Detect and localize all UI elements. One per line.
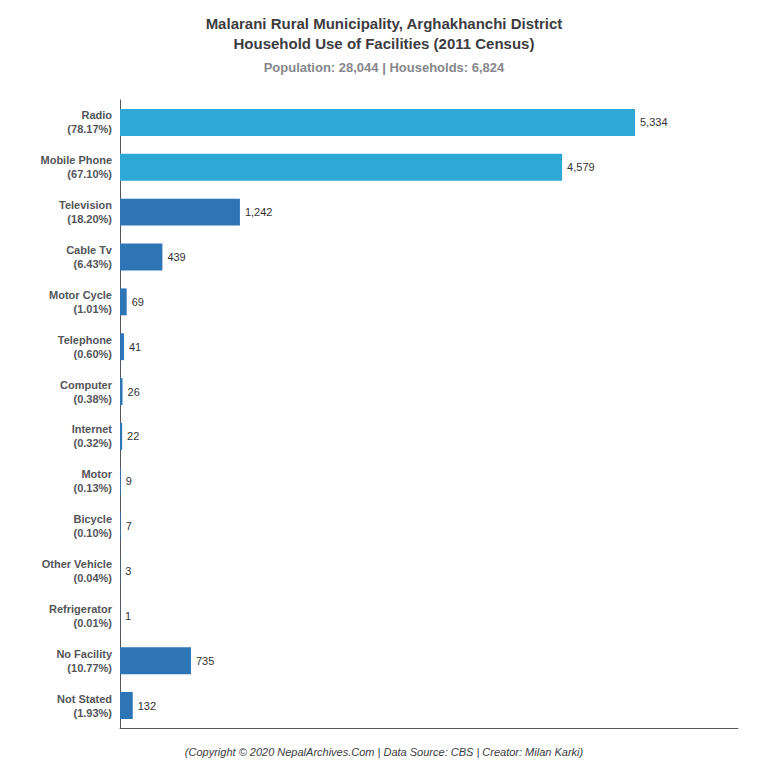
svg-text:Mobile Phone: Mobile Phone <box>41 154 113 166</box>
svg-text:(0.13%): (0.13%) <box>73 482 112 494</box>
svg-text:(0.60%): (0.60%) <box>73 348 112 360</box>
svg-text:9: 9 <box>126 475 132 487</box>
svg-text:Malarani Rural Municipality, A: Malarani Rural Municipality, Arghakhanch… <box>206 15 563 32</box>
svg-text:(0.32%): (0.32%) <box>73 437 112 449</box>
svg-text:(1.01%): (1.01%) <box>73 303 112 315</box>
svg-text:Telephone: Telephone <box>58 334 112 346</box>
svg-text:Television: Television <box>59 199 112 211</box>
svg-text:439: 439 <box>167 251 185 263</box>
svg-text:Motor Cycle: Motor Cycle <box>49 289 112 301</box>
svg-text:No Facility: No Facility <box>56 648 113 660</box>
svg-text:41: 41 <box>129 341 141 353</box>
svg-text:Other Vehicle: Other Vehicle <box>42 558 112 570</box>
svg-text:(Copyright © 2020 NepalArchive: (Copyright © 2020 NepalArchives.Com | Da… <box>185 746 584 758</box>
svg-text:Motor: Motor <box>81 468 112 480</box>
svg-text:735: 735 <box>196 655 214 667</box>
svg-text:Population: 28,044 | Household: Population: 28,044 | Households: 6,824 <box>264 60 505 75</box>
svg-text:Computer: Computer <box>60 379 113 391</box>
svg-text:3: 3 <box>125 565 131 577</box>
svg-text:1,242: 1,242 <box>245 206 273 218</box>
svg-text:(78.17%): (78.17%) <box>67 123 112 135</box>
svg-text:(18.20%): (18.20%) <box>67 213 112 225</box>
svg-text:(67.10%): (67.10%) <box>67 168 112 180</box>
svg-text:Bicycle: Bicycle <box>73 513 112 525</box>
svg-text:Internet: Internet <box>72 423 113 435</box>
svg-text:Household Use of Facilities (2: Household Use of Facilities (2011 Census… <box>234 35 535 52</box>
svg-text:(6.43%): (6.43%) <box>73 258 112 270</box>
svg-text:(0.04%): (0.04%) <box>73 572 112 584</box>
svg-text:1: 1 <box>125 610 131 622</box>
svg-text:(1.93%): (1.93%) <box>73 707 112 719</box>
svg-text:Not Stated: Not Stated <box>57 693 112 705</box>
svg-text:Cable Tv: Cable Tv <box>66 244 113 256</box>
svg-text:(0.10%): (0.10%) <box>73 527 112 539</box>
svg-text:7: 7 <box>126 520 132 532</box>
svg-text:5,334: 5,334 <box>640 116 668 128</box>
svg-text:Refrigerator: Refrigerator <box>49 603 113 615</box>
svg-text:(0.38%): (0.38%) <box>73 393 112 405</box>
svg-text:(0.01%): (0.01%) <box>73 617 112 629</box>
svg-text:132: 132 <box>138 700 156 712</box>
svg-text:4,579: 4,579 <box>567 161 595 173</box>
svg-text:26: 26 <box>128 386 140 398</box>
svg-text:(10.77%): (10.77%) <box>67 662 112 674</box>
svg-text:69: 69 <box>132 296 144 308</box>
svg-text:Radio: Radio <box>81 109 112 121</box>
svg-text:22: 22 <box>127 430 139 442</box>
